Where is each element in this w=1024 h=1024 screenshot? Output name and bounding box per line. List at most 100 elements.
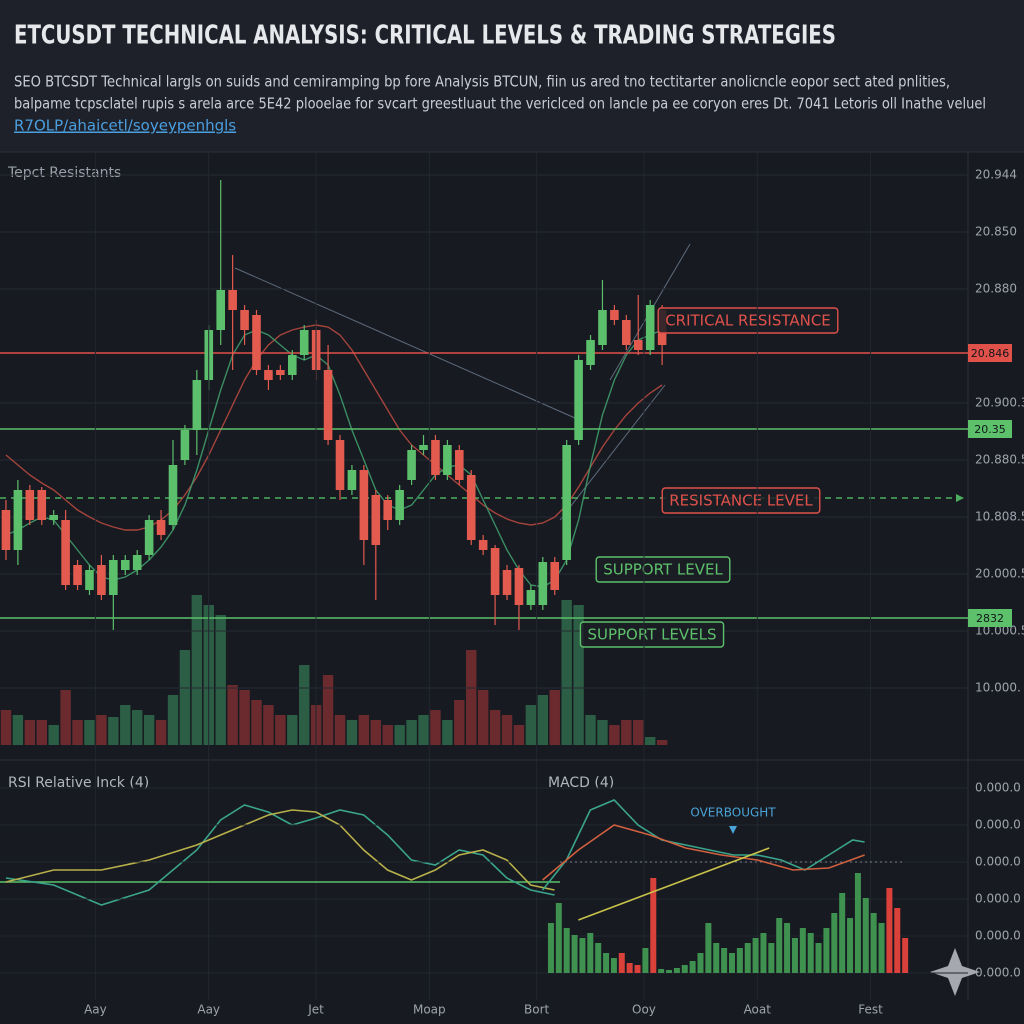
y-tick-label: 10.000. [975,681,1021,695]
histogram-bar [807,933,814,973]
y-tick-label: 0.000.0 [975,929,1021,943]
volume-bar [48,725,59,745]
pane-title: RSI Relative Inck (4) [8,775,149,791]
histogram-bar [847,918,854,973]
annotation-box [657,307,839,334]
histogram-bar [681,965,688,973]
star-icon [930,948,980,996]
x-tick-label: Aay [197,1003,220,1017]
candle-body [335,440,345,490]
link[interactable]: R7OLP/ahaicetl/soyeypenhgls [14,117,236,135]
level-tag: 20.35 [974,423,1006,436]
volume-bar [609,725,620,745]
level-tag: 20.846 [971,347,1010,360]
histogram-bar [555,903,562,973]
histogram-bar [799,928,806,973]
candle-body [455,450,464,480]
candle-body [13,490,23,550]
candle-body [419,445,428,450]
volume-bar [215,615,226,745]
level-tag-bg [968,344,1012,362]
histogram-bar [579,938,586,973]
histogram-bar [689,961,696,973]
candle-body [168,465,178,525]
plot: 20.944 20.850 20.880 20.900.3 20.880.5 10.808… [0,152,1024,1017]
volume-bar [155,720,167,745]
candle-body [526,590,536,605]
volume-bar [72,720,83,745]
volume-bar [275,715,286,745]
candle-body [252,315,261,370]
annotation-arrow [729,826,737,834]
candle-body [192,380,202,430]
histogram-bar [571,935,578,973]
histogram-bar [650,878,657,973]
candle-body [610,310,619,320]
volume-bar [36,720,47,745]
volume-bar [549,690,560,745]
volume-bar [501,715,513,745]
volume-bar [382,725,393,745]
volume-bar [454,700,465,745]
histogram-bar [894,908,901,973]
histogram-bar [839,893,846,973]
candle-body [586,340,595,365]
volume-bar [644,737,656,745]
description: balpame tcpsclatel rupis s arela arce 5E… [14,95,986,113]
candle-body [383,500,393,520]
histogram-bar [728,953,735,973]
histogram-bar [902,938,909,973]
volume-bar [0,710,12,745]
histogram-bar [886,888,893,973]
pane-title: MACD (4) [548,775,614,791]
histogram-bar [563,928,570,973]
candle-body [132,555,142,570]
candle-body [109,560,118,595]
volume-bar [597,720,608,745]
annotation: CRITICAL RESISTANCE [665,312,831,330]
histogram-bar [634,965,641,973]
annotation-box [661,487,821,514]
level-tag-bg [968,609,1012,627]
y-tick-label: 0.000.0 [975,966,1021,980]
macd-line [578,847,770,921]
volume-bar [477,690,489,745]
candle-body [598,310,607,345]
candle-body [538,562,548,605]
histogram-bar [760,933,767,973]
volume-bar [120,705,131,745]
volume-bar [12,715,24,745]
candle-body [478,540,488,550]
histogram-bar [815,943,822,973]
candle-body [443,445,452,475]
rsi-line [5,804,555,906]
histogram-bar [721,948,728,973]
candle-body [120,560,130,570]
page-title: ETCUSDT TECHNICAL ANALYSIS: CRITICAL LEV… [14,21,836,51]
histogram-bar [547,923,554,973]
histogram-bar [823,928,830,973]
candle-body [466,475,476,540]
volume-bar [418,715,429,745]
level-tag: 2832 [976,612,1004,625]
histogram-bar [768,943,775,973]
histogram-bar [642,948,649,973]
histogram-bar [658,969,665,973]
volume-bar [406,720,417,745]
annotation: SUPPORT LEVELS [587,626,716,644]
histogram-bar [854,873,861,973]
candle-body [156,520,166,535]
histogram-bar [862,898,869,973]
histogram-bar [587,933,594,973]
volume-bar [167,695,179,745]
candle-body [287,355,297,375]
histogram-bar [603,953,610,973]
candle-body [371,495,381,545]
y-tick-label: 0.000.0 [975,892,1021,906]
volume-bar [108,717,119,745]
histogram-bar [791,938,798,973]
y-tick-label: 20.000.5 [975,567,1024,581]
volume-bar [334,715,346,745]
histogram-bar [776,918,783,973]
